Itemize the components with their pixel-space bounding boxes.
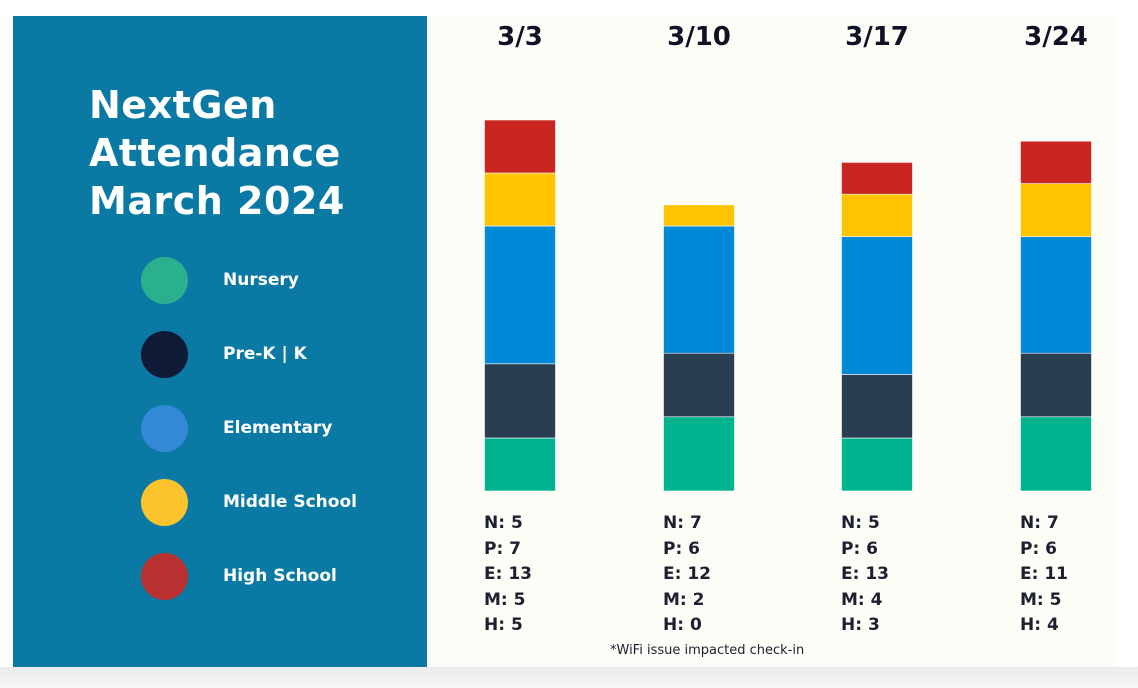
- stat-middle-school-4: M: 5: [1020, 589, 1062, 610]
- stat-middle-school-1: M: 5: [484, 589, 526, 610]
- stat-nursery-3: N: 5: [841, 513, 880, 533]
- footnote: *WiFi issue impacted check-in: [610, 643, 805, 658]
- stat-elementary-4: E: 11: [1020, 564, 1068, 584]
- bar-segment-prek-3: [841, 374, 913, 439]
- legend-label-elementary: Elementary: [223, 418, 333, 438]
- date-label-2: 3/10: [667, 22, 731, 52]
- title-line-2: Attendance: [89, 131, 341, 175]
- stat-elementary-3: E: 13: [841, 564, 889, 584]
- legend-dot-high-school: [141, 553, 188, 600]
- title-line-1: NextGen: [89, 83, 277, 127]
- stat-high-school-4: H: 4: [1020, 615, 1059, 635]
- bar-segment-high-school-4: [1020, 140, 1092, 184]
- legend-dot-prek: [141, 331, 188, 378]
- bottom-strip: [0, 667, 1138, 688]
- bar-segment-high-school-3: [841, 162, 913, 195]
- bar-segment-middle-school-1: [484, 172, 556, 227]
- legend-label-prek: Pre-K | K: [223, 344, 307, 364]
- stat-high-school-3: H: 3: [841, 615, 880, 635]
- bar-segment-elementary-3: [841, 236, 913, 375]
- bar-segment-nursery-3: [841, 437, 913, 492]
- bar-segment-elementary-2: [663, 225, 735, 354]
- title-line-3: March 2024: [89, 179, 345, 223]
- stat-high-school-2: H: 0: [663, 615, 702, 635]
- bar-segment-middle-school-3: [841, 193, 913, 237]
- stat-prek-3: P: 6: [841, 538, 879, 559]
- legend-dot-nursery: [141, 257, 188, 304]
- left-panel: [13, 16, 427, 667]
- date-label-1: 3/3: [497, 22, 543, 52]
- legend-label-nursery: Nursery: [223, 270, 299, 290]
- legend-label-middle-school: Middle School: [223, 492, 357, 512]
- stat-nursery-1: N: 5: [484, 513, 523, 533]
- stat-elementary-1: E: 13: [484, 564, 532, 584]
- stat-prek-2: P: 6: [663, 538, 701, 559]
- date-label-4: 3/24: [1024, 22, 1088, 52]
- bar-segment-elementary-1: [484, 225, 556, 365]
- legend-dot-elementary: [141, 405, 188, 452]
- bar-segment-prek-1: [484, 363, 556, 439]
- bar-segment-elementary-4: [1020, 236, 1092, 354]
- bar-segment-nursery-4: [1020, 416, 1092, 492]
- stat-prek-4: P: 6: [1020, 538, 1058, 559]
- stat-middle-school-3: M: 4: [841, 589, 883, 610]
- bar-segment-nursery-1: [484, 437, 556, 492]
- stat-nursery-2: N: 7: [663, 513, 702, 533]
- bar-segment-prek-2: [663, 352, 735, 418]
- date-label-3: 3/17: [845, 22, 909, 52]
- bar-segment-prek-4: [1020, 352, 1092, 418]
- bar-segment-nursery-2: [663, 416, 735, 492]
- stat-nursery-4: N: 7: [1020, 513, 1059, 533]
- stat-prek-1: P: 7: [484, 538, 522, 559]
- bar-segment-middle-school-4: [1020, 183, 1092, 237]
- bar-segment-high-school-1: [484, 119, 556, 174]
- stat-high-school-1: H: 5: [484, 615, 523, 635]
- bar-segment-middle-school-2: [663, 204, 735, 227]
- stat-elementary-2: E: 12: [663, 564, 711, 584]
- stat-middle-school-2: M: 2: [663, 589, 705, 610]
- legend-dot-middle-school: [141, 479, 188, 526]
- legend-label-high-school: High School: [223, 566, 337, 586]
